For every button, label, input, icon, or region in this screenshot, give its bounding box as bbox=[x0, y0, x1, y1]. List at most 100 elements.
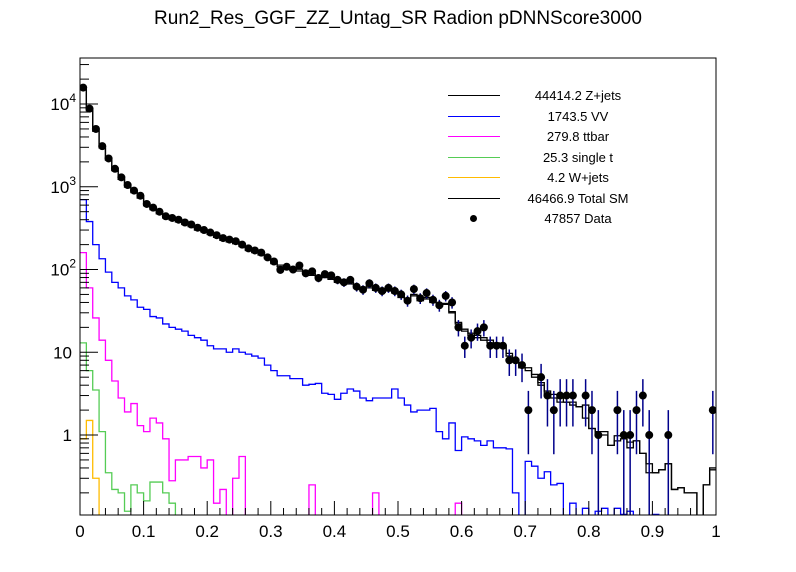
legend-label: 44414.2 Z+jets bbox=[534, 88, 622, 103]
y-tick-label: 102 bbox=[50, 257, 76, 280]
data-point bbox=[168, 213, 177, 222]
data-point bbox=[110, 164, 119, 173]
data-point bbox=[149, 203, 158, 212]
data-point bbox=[708, 406, 716, 415]
data-point bbox=[289, 265, 298, 274]
legend-marker-line bbox=[448, 156, 500, 158]
x-tick-label: 0.4 bbox=[323, 522, 347, 541]
data-point bbox=[619, 431, 628, 440]
data-point bbox=[85, 104, 94, 113]
data-point bbox=[562, 391, 571, 400]
x-tick-label: 0.3 bbox=[259, 522, 283, 541]
x-tick-label: 0.1 bbox=[132, 522, 156, 541]
legend-entry-single-t: 25.3 single t bbox=[448, 148, 648, 168]
data-point bbox=[556, 391, 565, 400]
data-point bbox=[441, 291, 450, 300]
data-point bbox=[244, 244, 253, 253]
data-point bbox=[664, 431, 673, 440]
data-point bbox=[250, 246, 259, 255]
data-point bbox=[180, 218, 189, 227]
x-tick-label: 0.6 bbox=[450, 522, 474, 541]
y-tick-label: 1 bbox=[63, 426, 72, 445]
legend-label: 46466.9 Total SM bbox=[527, 190, 629, 206]
x-tick-label: 0.9 bbox=[641, 522, 665, 541]
data-point bbox=[174, 215, 183, 224]
data-point bbox=[314, 273, 323, 282]
data-point bbox=[549, 406, 558, 415]
x-tick-label: 0.8 bbox=[577, 522, 601, 541]
data-point bbox=[339, 278, 348, 287]
data-point bbox=[454, 323, 463, 332]
legend-label: 25.3 single t bbox=[542, 149, 614, 165]
data-point bbox=[422, 289, 431, 298]
data-point bbox=[390, 287, 399, 296]
data-point bbox=[219, 234, 228, 243]
y-tick-label: 103 bbox=[50, 174, 76, 197]
data-point bbox=[269, 257, 278, 266]
data-point bbox=[352, 282, 361, 291]
data-point bbox=[200, 226, 209, 235]
legend-marker-line bbox=[448, 95, 500, 96]
data-point bbox=[142, 199, 151, 208]
data-point bbox=[295, 261, 304, 270]
data-point bbox=[212, 231, 221, 240]
data-point bbox=[346, 275, 355, 284]
data-point bbox=[638, 391, 647, 400]
data-point bbox=[568, 391, 577, 400]
histogram-ttbar bbox=[80, 251, 463, 515]
legend-marker-line bbox=[448, 177, 500, 178]
x-tick-label: 0 bbox=[75, 522, 84, 541]
data-point bbox=[416, 294, 425, 303]
legend-entry-ttbar: 279.8 ttbar bbox=[448, 127, 648, 147]
data-point bbox=[581, 391, 590, 400]
data-point bbox=[498, 341, 507, 350]
data-point bbox=[460, 341, 469, 350]
legend-marker-line bbox=[448, 136, 500, 137]
data-point bbox=[91, 124, 100, 133]
data-point bbox=[537, 373, 546, 382]
data-point bbox=[80, 83, 88, 92]
chart-title: Run2_Res_GGF_ZZ_Untag_SR Radion pDNNScor… bbox=[154, 8, 642, 29]
data-point bbox=[645, 431, 654, 440]
data-point bbox=[327, 271, 336, 280]
data-point bbox=[365, 279, 374, 288]
legend-entry-total-sm: 46466.9 Total SM bbox=[448, 189, 648, 209]
legend-marker-line bbox=[448, 115, 500, 117]
data-point bbox=[231, 237, 240, 246]
data-point bbox=[193, 223, 202, 232]
data-point bbox=[403, 296, 412, 305]
data-point bbox=[238, 240, 247, 249]
data-point bbox=[518, 361, 527, 370]
data-point bbox=[320, 270, 329, 279]
data-point bbox=[511, 356, 520, 365]
data-point bbox=[473, 327, 482, 336]
legend-entry-z-jets: 44414.2 Z+jets bbox=[448, 86, 648, 106]
data-point bbox=[276, 265, 285, 274]
data-point bbox=[161, 212, 170, 221]
legend-marker-dot bbox=[470, 215, 477, 222]
data-point bbox=[492, 341, 501, 350]
data-point bbox=[117, 173, 126, 182]
x-tick-label: 0.7 bbox=[513, 522, 537, 541]
data-point bbox=[448, 298, 457, 307]
data-point bbox=[428, 295, 437, 304]
data-point bbox=[155, 207, 164, 216]
data-point bbox=[524, 406, 533, 415]
data-point bbox=[632, 406, 641, 415]
data-point bbox=[626, 431, 635, 440]
y-tick-label: 10 bbox=[53, 343, 72, 362]
data-point bbox=[371, 283, 380, 292]
data-point bbox=[467, 333, 476, 342]
data-point bbox=[333, 275, 342, 284]
data-point bbox=[613, 406, 622, 415]
data-point bbox=[505, 356, 514, 365]
data-point bbox=[479, 323, 488, 332]
data-point bbox=[594, 431, 603, 440]
data-point bbox=[486, 341, 495, 350]
data-point bbox=[257, 248, 266, 257]
data-point bbox=[409, 285, 418, 294]
data-point bbox=[384, 283, 393, 292]
legend-label: 47857 Data bbox=[544, 211, 612, 226]
data-point bbox=[359, 285, 368, 294]
